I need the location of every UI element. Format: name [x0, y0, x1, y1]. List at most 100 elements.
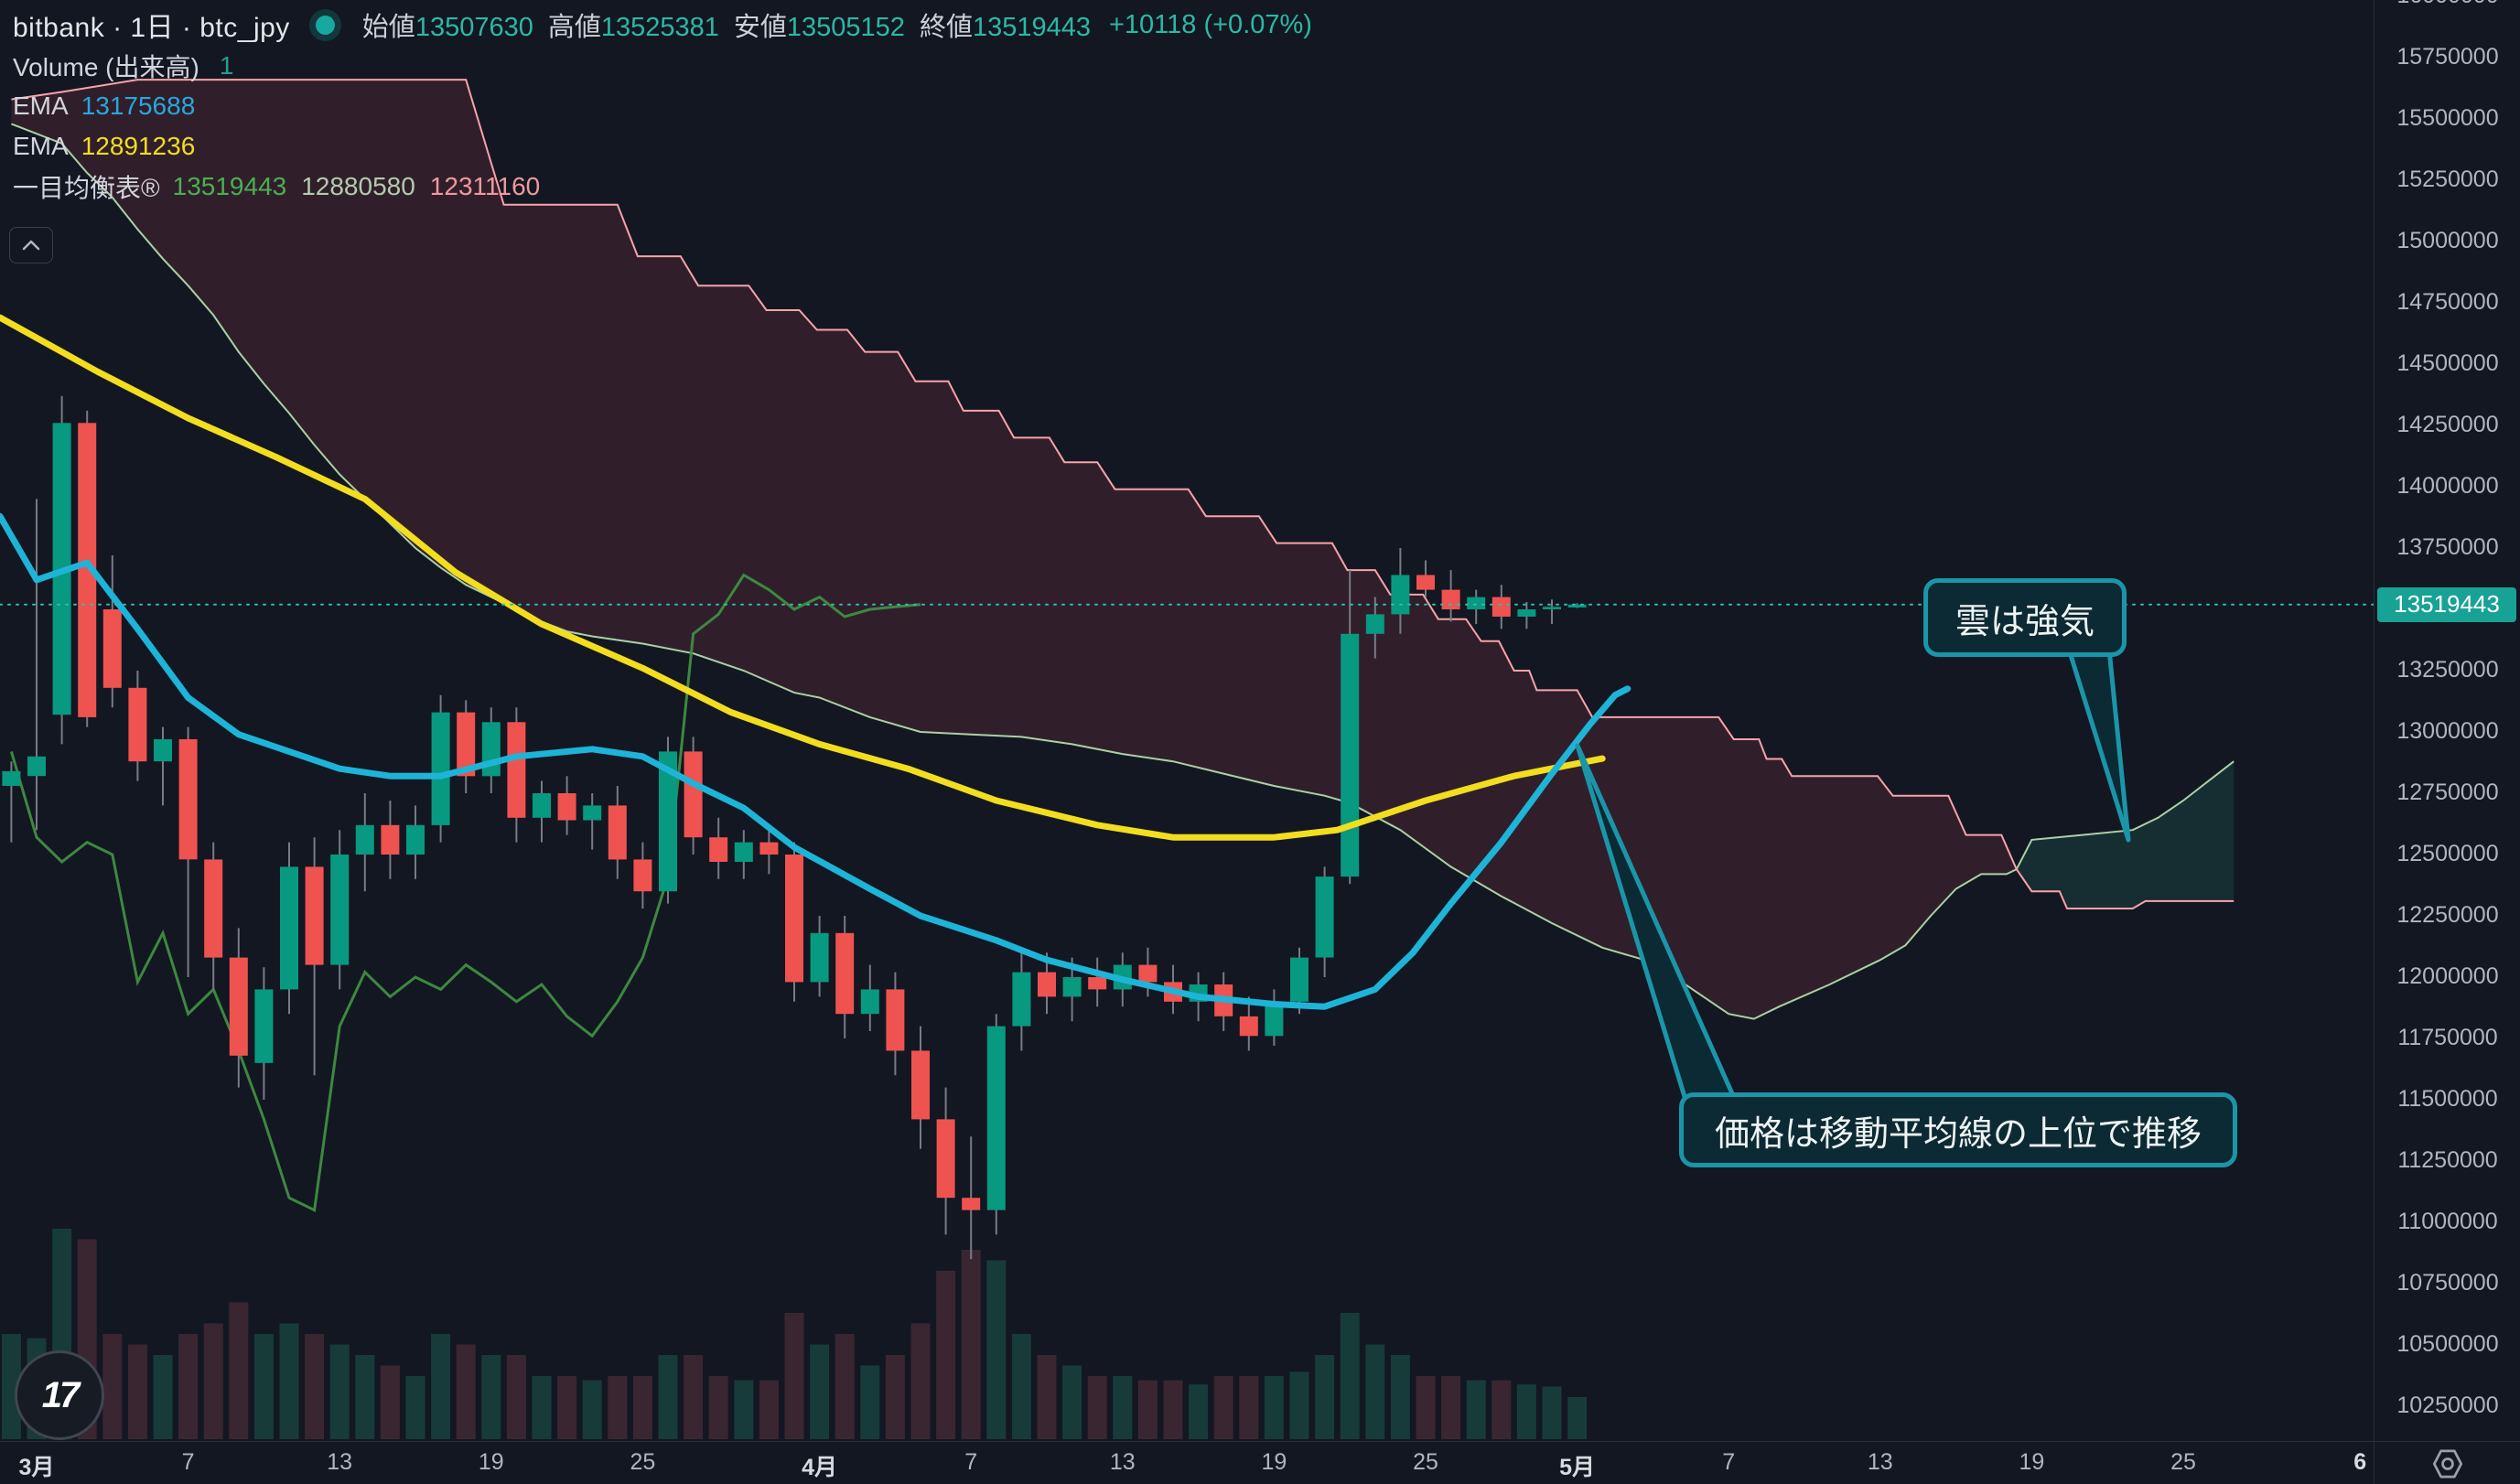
- candle-body: [759, 842, 779, 855]
- volume-bar: [1011, 1334, 1031, 1439]
- candle-body: [1467, 597, 1486, 609]
- volume-bar: [1492, 1380, 1512, 1439]
- price-tick-label: 12750000: [2396, 780, 2499, 805]
- price-tick-label: 11250000: [2397, 1147, 2498, 1173]
- symbol-title[interactable]: bitbank · 1日 · btc_jpy: [13, 13, 290, 43]
- high-label: 高値: [547, 13, 601, 42]
- volume-bar: [456, 1344, 476, 1439]
- volume-bar: [153, 1355, 173, 1439]
- indicator-row-ema-slow[interactable]: EMA 12891236: [13, 126, 1312, 167]
- axis-settings-cell[interactable]: [2374, 1441, 2520, 1484]
- open-value: 13507630: [415, 13, 533, 42]
- price-tick-label: 14500000: [2396, 350, 2499, 376]
- candle-body: [810, 932, 829, 983]
- candle-body: [1365, 614, 1384, 634]
- time-axis[interactable]: 3月 7 13 19 25 4月 7 13 19 25 5月 7 13 19 25 6: [0, 1441, 2520, 1484]
- price-tick-label: 14750000: [2396, 289, 2499, 315]
- candle-body: [381, 824, 400, 855]
- time-tick-label: 4月: [802, 1455, 838, 1480]
- ema-fast-line: [0, 512, 1632, 1010]
- candle-body: [936, 1119, 955, 1199]
- price-tick-label: 13000000: [2396, 718, 2499, 744]
- candle-body: [355, 824, 374, 855]
- price-tick-label: 11500000: [2397, 1086, 2498, 1112]
- volume-bar: [1189, 1384, 1209, 1439]
- candle-body: [1492, 597, 1511, 617]
- volume-bar: [1416, 1376, 1436, 1439]
- volume-bar: [759, 1380, 779, 1439]
- candle-body: [1517, 609, 1536, 617]
- ema-slow-label[interactable]: EMA: [13, 132, 69, 160]
- volume-bar: [810, 1344, 830, 1439]
- time-tick-label: 13: [327, 1449, 353, 1475]
- indicator-row-volume[interactable]: Volume (出来高) 1: [13, 46, 1312, 86]
- candle-body: [659, 751, 677, 892]
- candle-body: [962, 1198, 981, 1210]
- volume-bar: [481, 1355, 501, 1439]
- candle-body: [860, 989, 879, 1015]
- indicator-row-ichimoku[interactable]: 一目均衡表® 13519443 12880580 12311160: [13, 167, 1312, 207]
- volume-bar: [1137, 1380, 1158, 1439]
- legend-collapse-button[interactable]: [9, 227, 53, 263]
- volume-bar: [1315, 1355, 1335, 1439]
- time-tick-label: 25: [2170, 1449, 2196, 1475]
- candle-body: [457, 712, 476, 777]
- callout-price-above-ma[interactable]: 価格は移動平均線の上位で推移: [1679, 1092, 2237, 1167]
- ema-slow-value: 12891236: [81, 132, 196, 160]
- symbol-row[interactable]: bitbank · 1日 · btc_jpy 始値13507630 高値1352…: [13, 4, 1312, 46]
- low-label: 安値: [733, 13, 787, 42]
- ema-fast-label[interactable]: EMA: [13, 91, 69, 120]
- price-axis[interactable]: 13519443 16000000 15750000 15500000 1525000…: [2374, 0, 2520, 1441]
- change-value: +10118 (+0.07%): [1108, 9, 1312, 39]
- candle-body: [305, 866, 324, 965]
- time-tick-label: 19: [1261, 1449, 1287, 1475]
- candle-body: [178, 739, 198, 860]
- chart-background: [0, 0, 2374, 1441]
- volume-bar: [1264, 1376, 1284, 1439]
- candle-body: [886, 989, 905, 1051]
- ichimoku-label[interactable]: 一目均衡表®: [13, 174, 160, 202]
- volume-bar: [1163, 1380, 1183, 1439]
- volume-bar: [1390, 1355, 1410, 1439]
- candle-body: [2, 770, 21, 786]
- volume-bar: [784, 1313, 804, 1439]
- price-tick-label: 11750000: [2397, 1025, 2498, 1050]
- volume-bar: [102, 1334, 123, 1439]
- price-tick-label: 16000000: [2375, 0, 2520, 9]
- candle-body: [709, 837, 728, 862]
- price-tick-label: 12500000: [2396, 841, 2499, 866]
- volume-bar: [910, 1323, 931, 1439]
- legend-panel: bitbank · 1日 · btc_jpy 始値13507630 高値1352…: [13, 4, 1312, 207]
- volume-indicator-label[interactable]: Volume (出来高): [13, 53, 199, 81]
- candle-body: [229, 957, 248, 1056]
- volume-bar: [734, 1380, 754, 1439]
- volume-bar: [1567, 1397, 1588, 1439]
- volume-bar: [632, 1376, 652, 1439]
- price-tick-label: 10500000: [2396, 1331, 2499, 1357]
- volume-bar: [380, 1365, 400, 1439]
- gear-icon[interactable]: [2428, 1445, 2467, 1483]
- volume-bar: [885, 1355, 905, 1439]
- market-status-dot: [315, 15, 335, 35]
- senkou-span-a-line: [11, 123, 2235, 1020]
- price-tick-label: 10250000: [2396, 1393, 2499, 1418]
- candle-body: [330, 855, 350, 965]
- candlestick-chart[interactable]: [0, 0, 2374, 1441]
- volume-bar: [253, 1334, 274, 1439]
- volume-bar: [1113, 1376, 1133, 1439]
- open-label: 始値: [361, 13, 415, 42]
- volume-bar: [835, 1334, 855, 1439]
- candle-body: [507, 722, 526, 818]
- indicator-row-ema-fast[interactable]: EMA 13175688: [13, 86, 1312, 126]
- time-tick-label: 25: [1413, 1449, 1438, 1475]
- time-tick-label: 7: [964, 1449, 978, 1475]
- tradingview-logo[interactable]: 17: [15, 1350, 104, 1440]
- volume-bar: [936, 1271, 956, 1439]
- time-tick-label: 5月: [1559, 1455, 1596, 1480]
- volume-bar: [405, 1376, 425, 1439]
- candle-body: [608, 805, 627, 860]
- volume-bar: [532, 1376, 552, 1439]
- callout-cloud-bullish[interactable]: 雲は強気: [1923, 578, 2127, 657]
- ichimoku-senkou-b-value: 12311160: [429, 172, 541, 200]
- candle-body: [1341, 633, 1360, 877]
